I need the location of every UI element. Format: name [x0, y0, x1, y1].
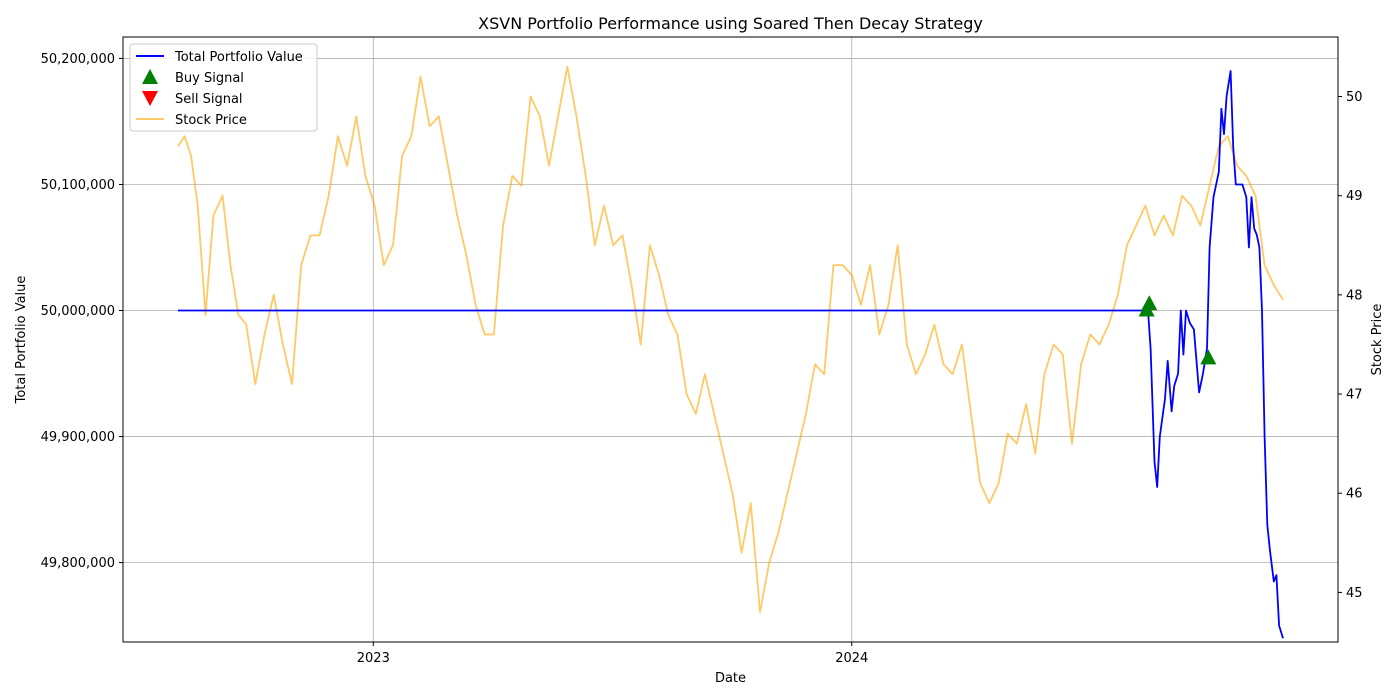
legend-box — [129, 43, 318, 132]
legend-sell-triangle-icon — [142, 91, 158, 106]
portfolio-value-series — [178, 70, 1284, 639]
y-axis-right: 45 46 47 48 49 50 — [1338, 90, 1363, 601]
y-left-tick-label: 50,000,000 — [41, 304, 115, 319]
y-axis-left: 49,800,000 49,900,000 50,000,000 50,100,000… — [41, 52, 123, 571]
legend-label-price: Stock Price — [175, 113, 247, 128]
y-left-tick-label: 49,800,000 — [41, 556, 115, 571]
y-axis-right-label: Stock Price — [1370, 304, 1385, 376]
plot-frame — [122, 36, 1339, 643]
legend-buy-triangle-icon — [142, 69, 158, 84]
stock-price-line — [177, 65, 1284, 614]
y-left-tick-label: 50,100,000 — [41, 178, 115, 193]
x-tick-label: 2024 — [835, 651, 868, 666]
y-right-tick-label: 48 — [1346, 288, 1363, 303]
x-axis: 2023 2024 — [357, 642, 868, 666]
y-right-tick-label: 49 — [1346, 189, 1363, 204]
y-right-tick-label: 45 — [1346, 586, 1363, 601]
y-left-tick-label: 50,200,000 — [41, 52, 115, 67]
x-tick-label: 2023 — [357, 651, 390, 666]
y-axis-left-label: Total Portfolio Value — [14, 276, 29, 405]
buy-signal-marker — [1141, 295, 1158, 311]
y-right-tick-label: 46 — [1346, 487, 1363, 502]
y-right-tick-label: 47 — [1346, 388, 1363, 403]
portfolio-value-line — [178, 70, 1284, 639]
y-right-tick-label: 50 — [1346, 90, 1363, 105]
legend-label-sell: Sell Signal — [175, 92, 243, 107]
legend-label-buy: Buy Signal — [175, 71, 244, 86]
legend-label-portfolio: Total Portfolio Value — [174, 50, 303, 65]
stock-price-series — [177, 65, 1284, 614]
buy-signal-marker — [1200, 349, 1217, 365]
trade-signals — [1138, 295, 1217, 365]
chart-title: XSVN Portfolio Performance using Soared … — [478, 14, 983, 33]
y-left-tick-label: 49,900,000 — [41, 430, 115, 445]
legend: Total Portfolio Value Buy Signal Sell Si… — [129, 43, 318, 132]
x-axis-label: Date — [715, 671, 746, 686]
